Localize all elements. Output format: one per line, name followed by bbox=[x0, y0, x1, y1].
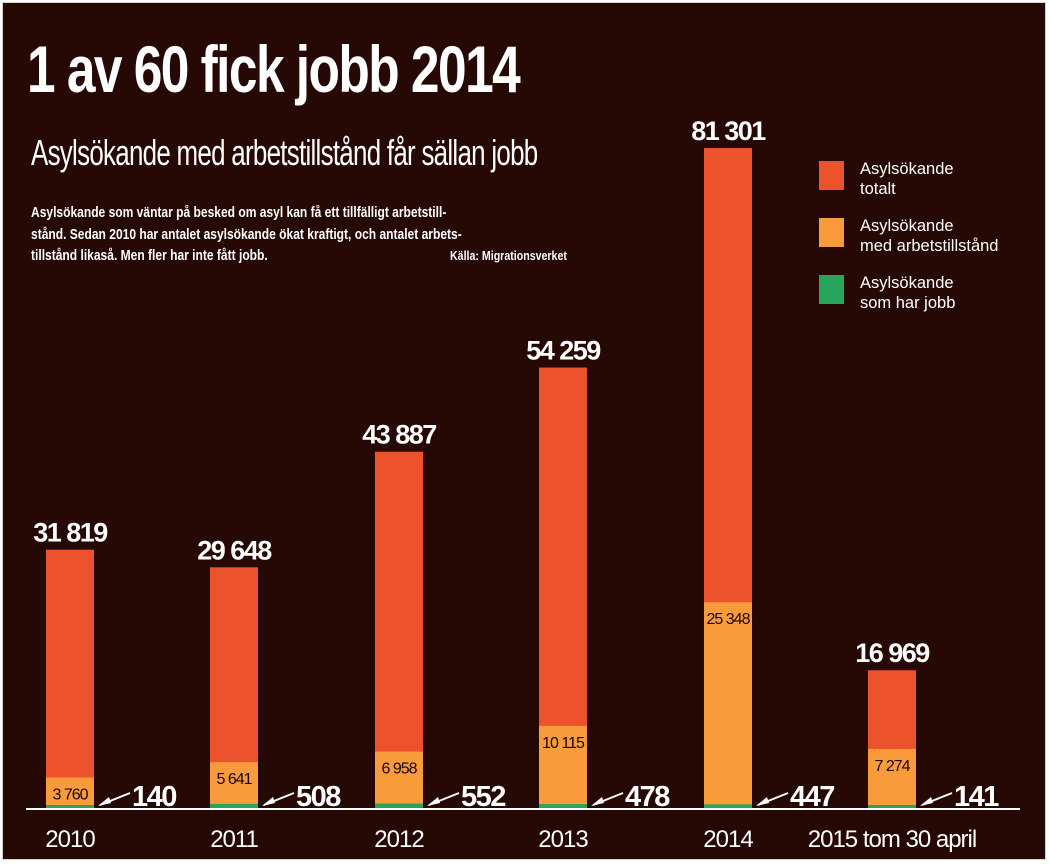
category-label: 2013 bbox=[538, 826, 588, 853]
bar-work-permit bbox=[46, 777, 94, 808]
legend-label: Asylsökande som har jobb bbox=[860, 274, 956, 312]
arrow-head bbox=[427, 797, 440, 806]
category-label: 2010 bbox=[45, 826, 95, 853]
chart-description: Asylsökande som väntar på besked om asyl… bbox=[31, 203, 595, 268]
legend-swatch-employed bbox=[819, 275, 844, 304]
description-line: tillstånd likaså. Men fler har inte fått… bbox=[31, 248, 268, 264]
data-label-total: 31 819 bbox=[33, 518, 108, 548]
data-label-total: 29 648 bbox=[197, 535, 272, 565]
data-label-work-permit: 10 115 bbox=[542, 735, 585, 752]
bar-employed bbox=[375, 803, 423, 808]
description-line: Asylsökande som väntar på besked om asyl… bbox=[31, 205, 447, 221]
bar-employed bbox=[210, 803, 258, 808]
bar-work-permit bbox=[539, 725, 587, 808]
bar-employed bbox=[539, 804, 587, 808]
legend-label: Asylsökande totalt bbox=[860, 160, 954, 198]
bar-work-permit bbox=[375, 751, 423, 808]
data-label-work-permit: 25 348 bbox=[707, 611, 751, 628]
data-label-total: 81 301 bbox=[691, 116, 766, 146]
arrow-head bbox=[262, 797, 275, 806]
category-label: 2014 bbox=[703, 826, 753, 853]
description-line: stånd. Sedan 2010 har antalet asylsökand… bbox=[31, 226, 462, 243]
arrow-head bbox=[591, 797, 604, 806]
legend-label: Asylsökande med arbetstillstånd bbox=[860, 217, 999, 255]
data-label-employed: 508 bbox=[296, 781, 341, 813]
bar-work-permit bbox=[704, 602, 752, 808]
data-label-work-permit: 5 641 bbox=[216, 771, 252, 788]
legend-swatch-work-permit bbox=[819, 218, 844, 247]
source-credit: Källa: Migrationsverket bbox=[450, 249, 567, 263]
arrow-head bbox=[756, 797, 769, 806]
chart-subtitle: Asylsökande med arbetstillstånd får säll… bbox=[31, 132, 538, 173]
category-label: 2011 bbox=[210, 826, 258, 853]
legend-swatch-total bbox=[819, 161, 844, 190]
data-label-employed: 478 bbox=[625, 781, 670, 813]
bar-employed bbox=[704, 804, 752, 808]
category-label: 2012 bbox=[374, 826, 424, 853]
category-label: 2015 tom 30 april bbox=[808, 826, 976, 853]
bar-total bbox=[46, 549, 94, 808]
data-label-total: 16 969 bbox=[855, 638, 930, 668]
data-label-employed: 447 bbox=[790, 781, 834, 813]
data-label-work-permit: 7 274 bbox=[874, 758, 910, 775]
arrow-head bbox=[920, 797, 933, 806]
data-label-employed: 141 bbox=[954, 781, 999, 813]
bar-employed bbox=[46, 805, 94, 808]
data-label-employed: 552 bbox=[461, 781, 505, 813]
arrow-head bbox=[98, 797, 111, 806]
bar-work-permit bbox=[868, 748, 916, 808]
data-label-total: 54 259 bbox=[526, 336, 601, 366]
data-label-work-permit: 3 760 bbox=[52, 786, 88, 803]
bar-employed bbox=[868, 805, 916, 808]
data-label-total: 43 887 bbox=[362, 420, 436, 450]
chart-title: 1 av 60 fick jobb 2014 bbox=[27, 32, 521, 106]
data-label-work-permit: 6 958 bbox=[381, 761, 417, 778]
bar-total bbox=[375, 451, 423, 808]
data-label-employed: 140 bbox=[132, 781, 176, 813]
bar-work-permit bbox=[210, 762, 258, 808]
